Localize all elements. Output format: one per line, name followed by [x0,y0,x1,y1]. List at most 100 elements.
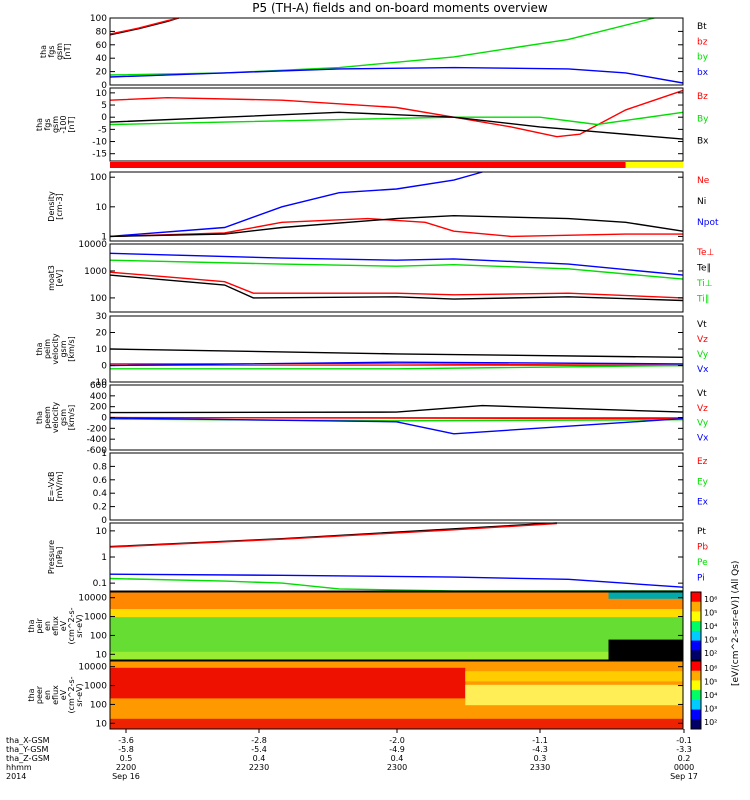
y-axis-label: gsm [59,340,68,357]
colorbar-tick: 10⁶ [704,664,717,673]
series-Bx [109,111,684,140]
quality-flag-bar [625,162,683,168]
series-Npot [109,171,483,238]
colorbar-segment [691,680,701,691]
colorbar-label: [eV/(cm^2-s-sr-eV)] (All Qs) [731,561,741,686]
colorbar-segment [691,650,701,661]
colorbar-tick: 10⁴ [704,691,717,700]
colorbar-tick: 10² [704,718,717,727]
y-tick-label: 100 [90,700,107,710]
y-axis-label: fgs [43,118,52,130]
x-tick-label: -5.4 [251,745,267,754]
x-tick-label: -4.3 [532,745,548,754]
spectrogram-peer_spectrogram [110,661,683,729]
panel-peim_velocity: -10 0 10 20 30 tha peim velocity gsm [km/s] Vt Vz Vy… [35,312,709,388]
y-tick-label: 1000 [84,682,107,692]
panel-fgs_gsm_mag: 0 20 40 60 80 100 tha fgs gsm [nT] Bt bz by bx [39,14,709,91]
panel-frame [109,87,684,162]
colorbar-segment [691,621,701,632]
y-axis-label: [km/s] [67,405,76,431]
series-Pe [109,577,683,592]
y-axis-label: gsm [51,116,60,133]
panel-efield: 0 0.2 0.4 0.6 0.8 1 E=-VxB [mV/m] Ez Ey Ex [47,449,709,526]
panel-pressure: 0.1 1 10 Pressure [nPa] Pt Pb Pe Pi [47,522,708,592]
y-tick-label: 1 [101,553,107,563]
series-Te⊥ [109,271,684,299]
x-tick-label: 0.4 [253,754,266,763]
legend-Vz: Vz [697,404,708,414]
colorbar-tick: 10³ [704,636,717,645]
spectrogram-band [608,592,683,599]
y-tick-label: 10000 [78,240,107,250]
panel-frame [109,17,684,86]
x-tick-label: 2330 [530,763,550,772]
x-tick-label: -5.8 [118,745,134,754]
x-tick-label: 0000 [674,763,694,772]
quality-flag-bar [110,162,626,168]
series-bz [109,17,179,35]
y-tick-label: 10 [96,203,108,213]
panel-frame [109,243,684,313]
y-tick-label: 10 [96,650,108,660]
legend-bx: bx [697,68,709,78]
y-tick-label: 0.2 [93,503,107,513]
legend-Ti⊥: Ti⊥ [696,279,713,289]
y-axis-label: peim [43,339,52,359]
y-tick-label: 10 [96,719,108,729]
legend-Ti∥: Ti∥ [696,295,709,305]
x-row-label: tha_Y-GSM [6,745,49,754]
date-start: Sep 16 [112,772,140,781]
y-axis-label: eV [59,689,68,700]
y-axis-label: en [43,690,52,700]
x-tick-label: -0.1 [676,736,692,745]
x-tick-label: 0.4 [391,754,404,763]
colorbar-tick: 10³ [704,705,717,714]
colorbar-tick: 10⁵ [704,608,717,617]
x-tick-label: -2.8 [251,736,267,745]
y-axis-label: [eV] [55,270,64,287]
legend-Ni: Ni [697,197,706,207]
y-tick-label: 400 [90,392,107,402]
y-axis-label: peem [43,406,52,429]
legend-bz: bz [697,37,708,47]
spectrogram-band [110,651,683,660]
colorbar-segment [691,601,701,612]
year-label: 2014 [6,772,26,781]
colorbar-segment [691,592,701,603]
y-tick-label: 0 [101,414,107,424]
y-tick-label: 0.1 [93,579,107,589]
y-tick-label: 5 [101,101,107,111]
x-row-label: tha_X-GSM [6,736,50,745]
colorbar-frame [690,660,702,730]
x-tick-label: 2300 [387,763,407,772]
y-axis-label: gsm [59,409,68,426]
legend-Ex: Ex [697,498,709,508]
y-tick-label: 60 [96,41,108,51]
y-axis-label: sr-eV) [75,683,84,706]
y-tick-label: 10000 [78,663,107,673]
series-Pt [109,522,557,548]
y-tick-label: 0.8 [93,462,108,472]
legend-Vy: Vy [697,419,709,429]
legend-Te⊥: Te⊥ [696,248,715,258]
series-Vz [109,416,684,420]
legend-Vx: Vx [697,365,709,375]
y-axis-label: [nPa] [55,547,64,568]
legend-Npot: Npot [697,218,719,228]
series-by [109,17,655,76]
colorbar-segment [691,699,701,711]
colorbar: 10² 10³ 10⁴ 10⁵ 10⁶ [eV/(cm^2-s-sr-eV)] (All … [690,561,741,686]
legend-Ez: Ez [697,457,708,467]
series-Vx [109,361,684,367]
legend-Bz: Bz [697,92,708,102]
y-tick-label: 0 [101,516,107,526]
series-Ne [109,217,683,238]
y-axis-label: en [43,621,52,631]
y-axis-label: [mV/m] [55,472,64,502]
legend-Vt: Vt [697,389,707,399]
legend-Pb: Pb [697,543,708,553]
panel-frame [109,591,684,661]
y-tick-label: 10 [96,89,108,99]
y-axis-label: -100 [59,115,68,133]
